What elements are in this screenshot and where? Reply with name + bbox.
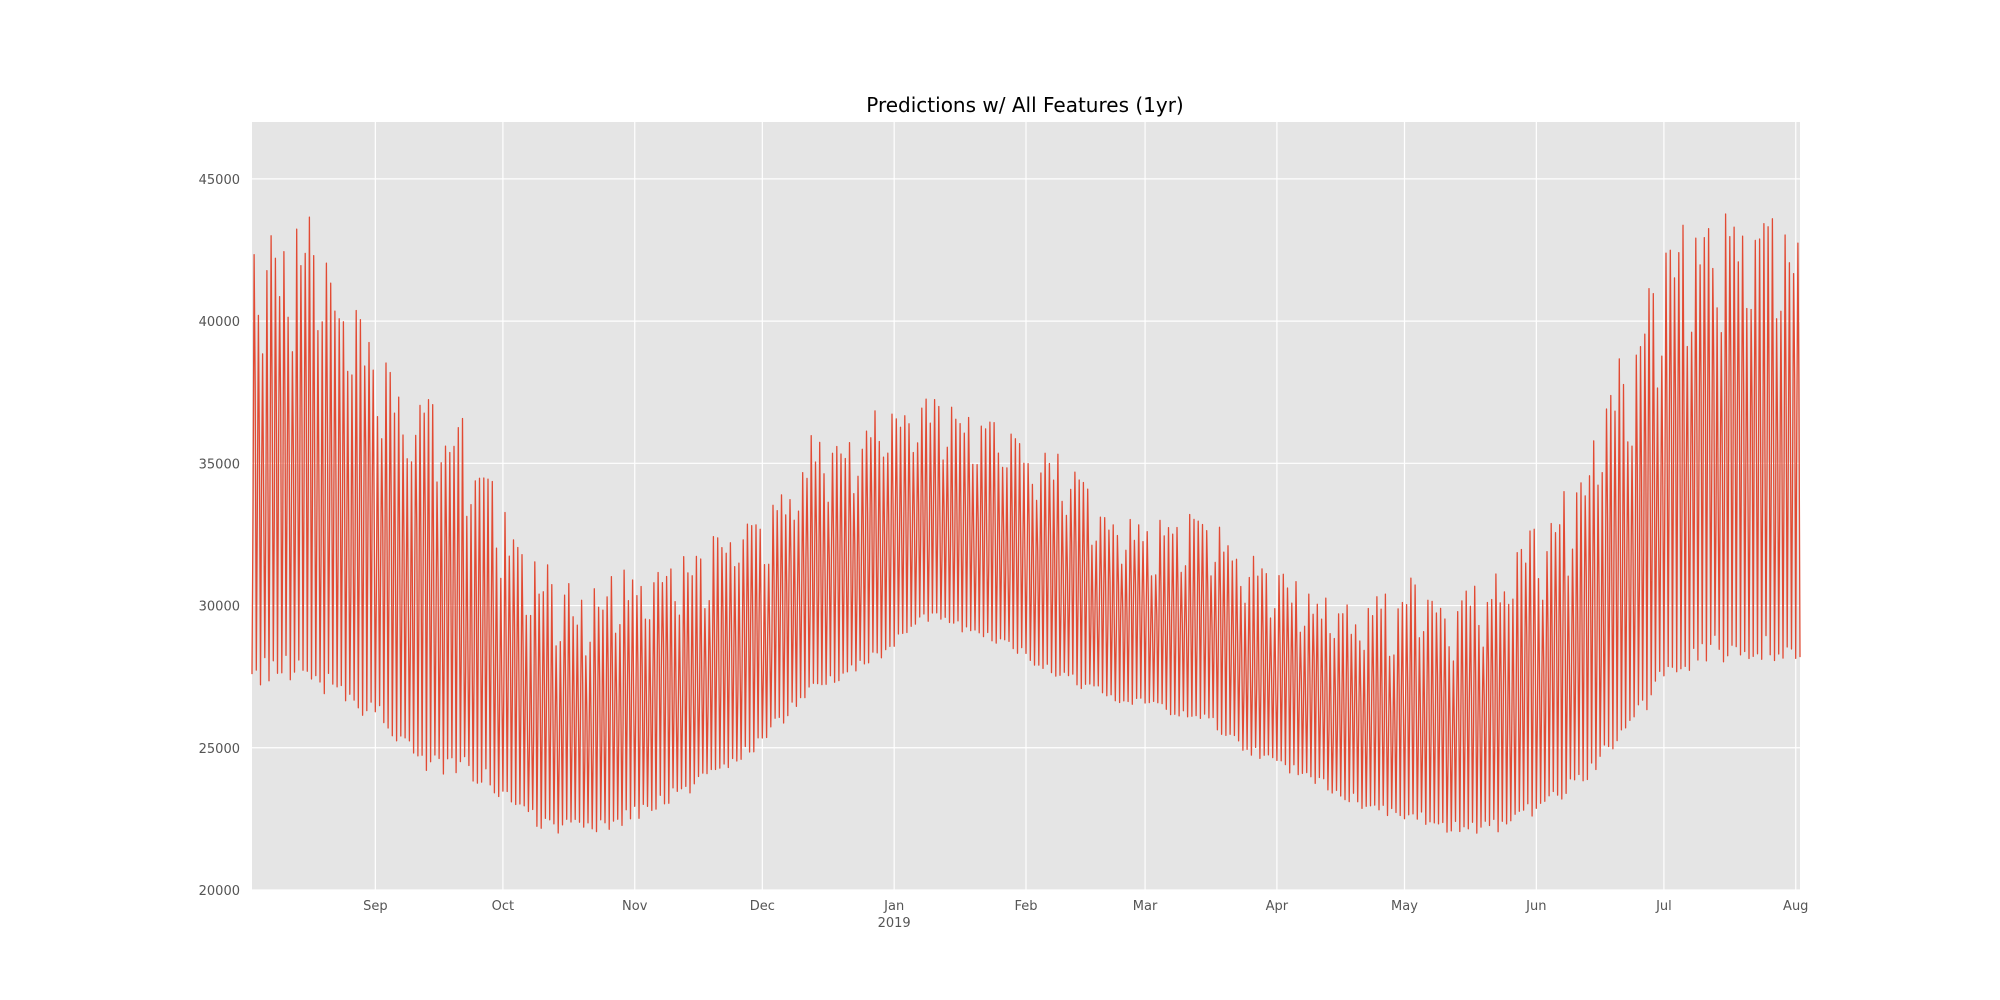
y-tick-label: 20000 (199, 884, 240, 899)
x-tick-label: Oct (492, 899, 514, 914)
x-tick-label: Sep (363, 899, 388, 914)
x-tick-label: Feb (1014, 899, 1037, 914)
x-tick-label: Apr (1266, 899, 1289, 914)
x-tick-label: Jun (1525, 899, 1546, 914)
y-axis: 20000 25000 30000 35000 40000 45000 (199, 173, 240, 899)
x-tick-label: Jul (1655, 899, 1672, 914)
x-tick-label: Jan (883, 899, 904, 914)
x-tick-label: May (1391, 899, 1418, 914)
x-tick-sublabel: 2019 (878, 916, 911, 931)
y-tick-label: 25000 (199, 742, 240, 757)
prediction-series-line (251, 213, 1801, 834)
y-tick-label: 40000 (199, 315, 240, 330)
x-tick-label: Dec (750, 899, 775, 914)
x-tick-label: Mar (1133, 899, 1158, 914)
series-layer (251, 213, 1801, 834)
y-tick-label: 30000 (199, 600, 240, 615)
x-tick-label: Nov (622, 899, 648, 914)
x-tick-label: Aug (1783, 899, 1808, 914)
x-axis: Sep Oct Nov Dec Jan 2019 Feb Mar Apr May Jun Jul Aug (363, 899, 1808, 931)
chart-title: Predictions w/ All Features (1yr) (866, 93, 1183, 117)
y-tick-label: 45000 (199, 173, 240, 188)
y-tick-label: 35000 (199, 457, 240, 472)
